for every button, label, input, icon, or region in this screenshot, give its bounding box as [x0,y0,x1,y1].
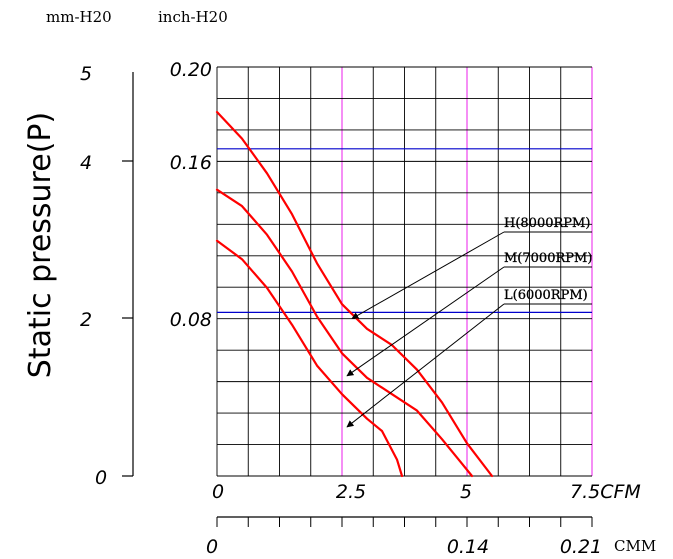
cfm-tick-label-2.5: 2.5 [336,481,366,503]
mm-tick-label-5: 5 [80,63,92,85]
cfm-tick-label-7.5: 7.5CFM [570,481,641,503]
inch-tick-label-0.08: 0.08 [170,309,212,331]
legend-label-h: H(8000RPM) [504,216,590,231]
curve-l [215,239,404,478]
leader-arrow-h [351,231,505,319]
cmm-unit-label: CMM [614,537,656,555]
inch-tick-label-0.16: 0.16 [170,152,212,174]
leader-arrow-m [346,266,505,377]
inch-h2o-unit-label: inch-H20 [158,8,228,26]
curve-leaders [346,231,592,428]
inch-tick-label-0.20: 0.20 [170,59,212,81]
cmm-tick-label-0.14: 0.14 [447,536,489,558]
cfm-tick-label-0: 0 [212,481,224,503]
cmm-tick-label-0: 0 [206,536,218,558]
y-axis-title: Static pressure(P) [23,112,58,378]
mm-tick-label-4: 4 [80,152,92,174]
legend-label-l: L(6000RPM) [504,288,588,303]
leader-arrow-l [346,303,505,428]
mm-tick-label-2: 2 [80,309,92,331]
mm-h2o-unit-label: mm-H20 [46,8,112,26]
legend-label-m: M(7000RPM) [504,251,592,266]
cmm-tick-label-0.21: 0.21 [560,536,602,558]
cfm-tick-label-5: 5 [460,481,472,503]
curve-m [215,188,474,478]
plot-grid [216,66,593,477]
mm-tick-label-0: 0 [95,467,107,489]
cmm-axis [216,516,593,527]
